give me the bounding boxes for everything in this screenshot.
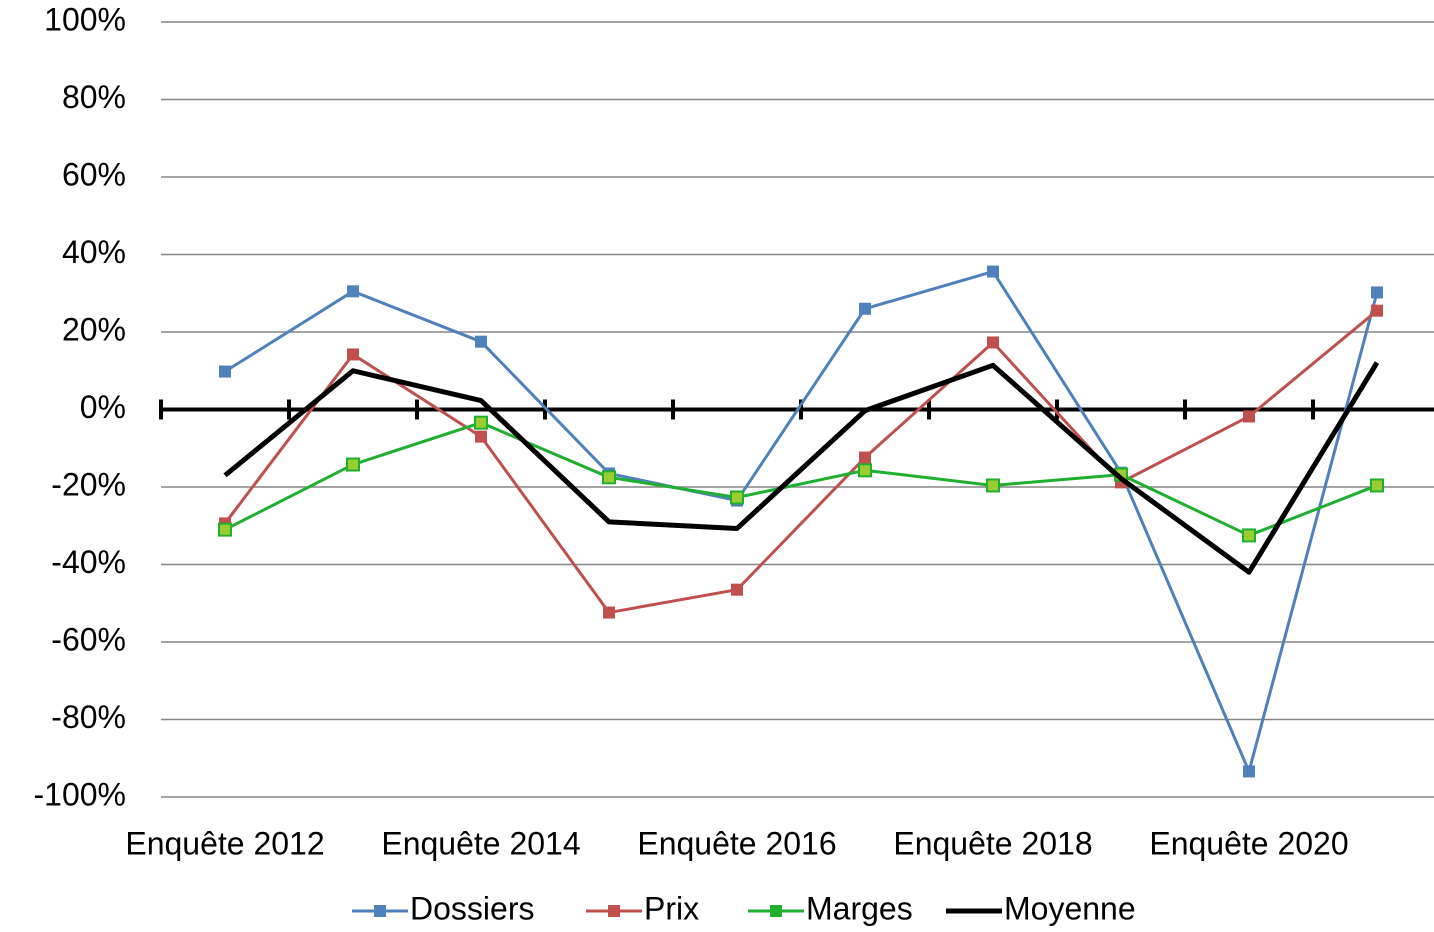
series-line <box>223 361 1380 575</box>
x-tick-label: Enquête 2012 <box>125 825 324 861</box>
y-tick-label: -40% <box>51 544 126 580</box>
legend-marker <box>374 905 386 917</box>
series-line <box>224 421 1378 537</box>
marker <box>986 478 1000 493</box>
marker <box>730 490 744 505</box>
marker <box>859 302 871 315</box>
x-tick-label: Enquête 2014 <box>381 825 580 861</box>
legend-label: Dossiers <box>410 890 534 926</box>
legend-label: Moyenne <box>1004 890 1136 926</box>
marker <box>346 457 360 472</box>
marker <box>474 415 488 430</box>
marker <box>219 365 231 378</box>
marker <box>347 285 359 298</box>
x-tick-label: Enquête 2020 <box>1149 825 1348 861</box>
marker <box>987 265 999 278</box>
marker <box>731 583 743 596</box>
series-line <box>224 270 1379 773</box>
y-tick-label: 20% <box>62 311 126 347</box>
y-tick-label: -20% <box>51 466 126 502</box>
legend-label: Prix <box>644 890 699 926</box>
marker <box>603 606 615 619</box>
y-tick-label: 80% <box>62 79 126 115</box>
legend-marker <box>608 905 620 917</box>
y-tick-label: 40% <box>62 234 126 270</box>
y-tick-label: 100% <box>44 1 126 37</box>
marker <box>1243 410 1255 423</box>
marker <box>1370 478 1384 493</box>
marker <box>602 470 616 485</box>
marker <box>858 463 872 478</box>
y-tick-label: 0% <box>80 389 126 425</box>
legend-label: Marges <box>806 890 913 926</box>
marker <box>859 451 871 464</box>
marker <box>475 335 487 348</box>
marker <box>218 522 232 537</box>
y-tick-label: -80% <box>51 699 126 735</box>
x-tick-label: Enquête 2018 <box>893 825 1092 861</box>
marker <box>1242 528 1256 543</box>
y-tick-label: 60% <box>62 156 126 192</box>
marker <box>347 348 359 361</box>
marker <box>987 336 999 349</box>
y-tick-label: -60% <box>51 621 126 657</box>
series-line <box>223 309 1378 615</box>
marker <box>1371 304 1383 317</box>
x-tick-label: Enquête 2016 <box>637 825 836 861</box>
marker <box>475 430 487 443</box>
legend-marker <box>770 905 782 917</box>
marker <box>1243 765 1255 778</box>
marker <box>1371 286 1383 299</box>
y-tick-label: -100% <box>34 776 127 812</box>
